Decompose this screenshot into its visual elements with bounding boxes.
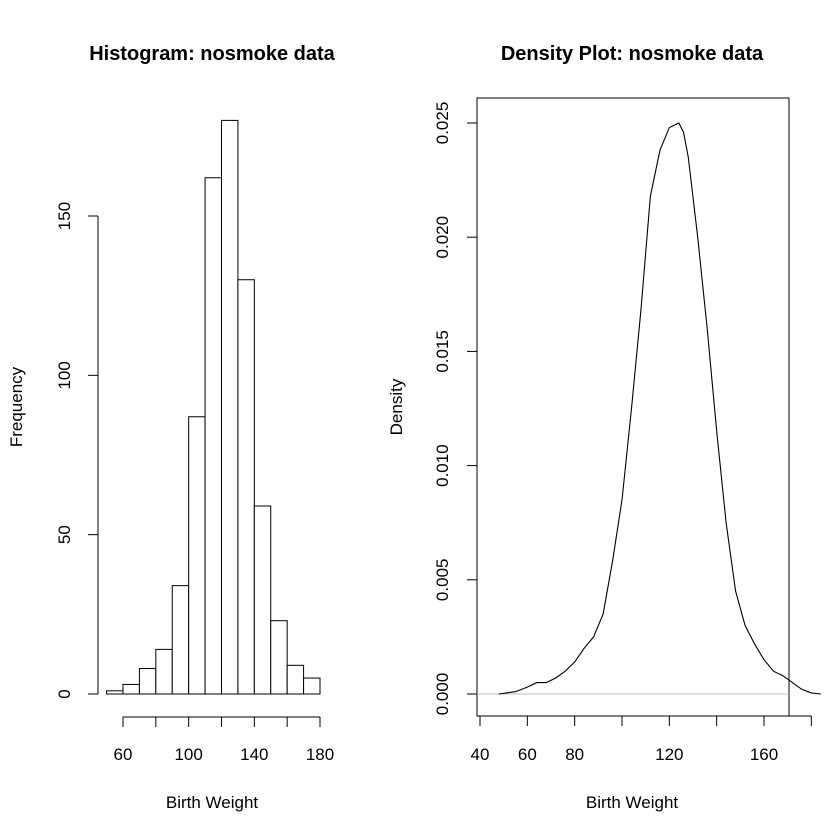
histogram-panel: Histogram: nosmoke data 60 100 140 180 0 50 1… xyxy=(7,43,336,812)
density-y-tick-label: 0.010 xyxy=(433,444,452,487)
density-y-tick-label: 0.005 xyxy=(433,559,452,602)
histogram-bar xyxy=(303,677,321,695)
histogram-x-tick-label: 140 xyxy=(240,745,268,764)
density-x-tick-label: 160 xyxy=(750,745,778,764)
histogram-bar xyxy=(221,119,239,695)
histogram-bars xyxy=(106,119,321,695)
histogram-bar xyxy=(106,690,124,695)
density-curve xyxy=(498,122,821,695)
histogram-bar xyxy=(122,683,140,695)
histogram-y-tick-label: 50 xyxy=(55,525,74,544)
density-y-tick-label: 0.000 xyxy=(433,673,452,716)
density-y-axis-label: Density xyxy=(387,378,406,435)
histogram-bar xyxy=(270,620,288,695)
histogram-x-axis-label: Birth Weight xyxy=(166,793,259,812)
histogram-x-tick-label: 60 xyxy=(114,745,133,764)
histogram-title: Histogram: nosmoke data xyxy=(89,43,335,65)
histogram-bar xyxy=(155,648,173,695)
histogram-bar xyxy=(237,279,255,695)
density-y-tick-label: 0.025 xyxy=(433,102,452,145)
density-x-tick-label: 80 xyxy=(565,745,584,764)
density-x-axis-label: Birth Weight xyxy=(586,793,679,812)
histogram-bar xyxy=(138,668,157,695)
histogram-x-tick-label: 180 xyxy=(306,745,334,764)
histogram-y-axis-label: Frequency xyxy=(7,366,26,447)
density-y-axis: 0.000 0.005 0.010 0.015 0.020 0.025 xyxy=(433,102,477,716)
histogram-bar xyxy=(253,505,272,695)
density-y-tick-label: 0.015 xyxy=(433,330,452,373)
density-x-tick-label: 120 xyxy=(655,745,683,764)
histogram-x-tick-label: 100 xyxy=(174,745,202,764)
histogram-y-tick-label: 150 xyxy=(55,202,74,230)
histogram-bar xyxy=(171,585,190,695)
histogram-bar xyxy=(204,177,222,695)
density-x-tick-label: 40 xyxy=(471,745,490,764)
histogram-y-axis: 0 50 100 150 xyxy=(55,202,99,699)
histogram-y-tick-label: 0 xyxy=(55,689,74,698)
histogram-y-tick-label: 100 xyxy=(55,361,74,389)
density-y-tick-label: 0.020 xyxy=(433,216,452,259)
density-x-axis: 40 60 80 120 160 xyxy=(471,715,812,764)
density-plot-box xyxy=(476,97,790,717)
histogram-x-axis: 60 100 140 180 xyxy=(114,716,334,764)
histogram-bar xyxy=(188,416,206,695)
density-x-tick-label: 60 xyxy=(518,745,537,764)
density-title: Density Plot: nosmoke data xyxy=(501,43,764,65)
density-panel: Density Plot: nosmoke data 40 60 80 120 160 … xyxy=(387,43,821,812)
histogram-bar xyxy=(286,664,305,695)
